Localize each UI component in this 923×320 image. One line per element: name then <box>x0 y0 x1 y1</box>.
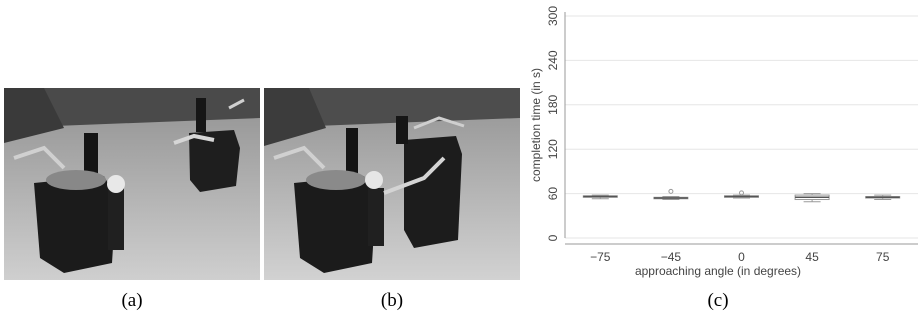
y-tick-label-60: 60 <box>546 187 560 201</box>
x-tick-label-1: −45 <box>661 250 682 264</box>
boxplot-chart: 0 60 120 180 240 300 −75 −45 0 45 75 completion t… <box>529 6 918 278</box>
box-2 <box>724 190 759 199</box>
robot-photo-b <box>264 88 520 280</box>
box-4 <box>865 194 901 201</box>
y-tick-label-0: 0 <box>546 234 560 241</box>
y-tick-label-240: 240 <box>546 50 560 70</box>
box-3 <box>794 193 830 203</box>
x-tick-label-0: −75 <box>590 250 611 264</box>
photo-a <box>4 88 260 280</box>
x-tick-label-3: 45 <box>805 250 819 264</box>
photo-b <box>264 88 520 280</box>
box-0 <box>582 194 618 200</box>
box-1-outlier-0 <box>668 188 674 194</box>
y-tick-label-180: 180 <box>546 94 560 114</box>
robot-photo-a <box>4 88 260 280</box>
y-tick-labels: 0 60 120 180 240 300 <box>546 6 560 242</box>
x-tick-labels: −75 −45 0 45 75 <box>590 250 890 264</box>
x-tick-label-4: 75 <box>876 250 890 264</box>
caption-a: (a) <box>121 290 143 311</box>
caption-b: (b) <box>380 290 404 311</box>
y-tick-label-300: 300 <box>546 6 560 26</box>
box-2-outlier-0 <box>739 190 744 196</box>
grid-lines <box>565 15 918 239</box>
y-axis-label: completion time (in s) <box>529 68 543 182</box>
x-axis-label: approaching angle (in degrees) <box>635 264 801 278</box>
y-tick-label-120: 120 <box>546 139 560 159</box>
box-1 <box>653 188 689 201</box>
caption-c: (c) <box>707 290 729 311</box>
x-tick-label-2: 0 <box>738 250 745 264</box>
box-series <box>582 188 901 203</box>
